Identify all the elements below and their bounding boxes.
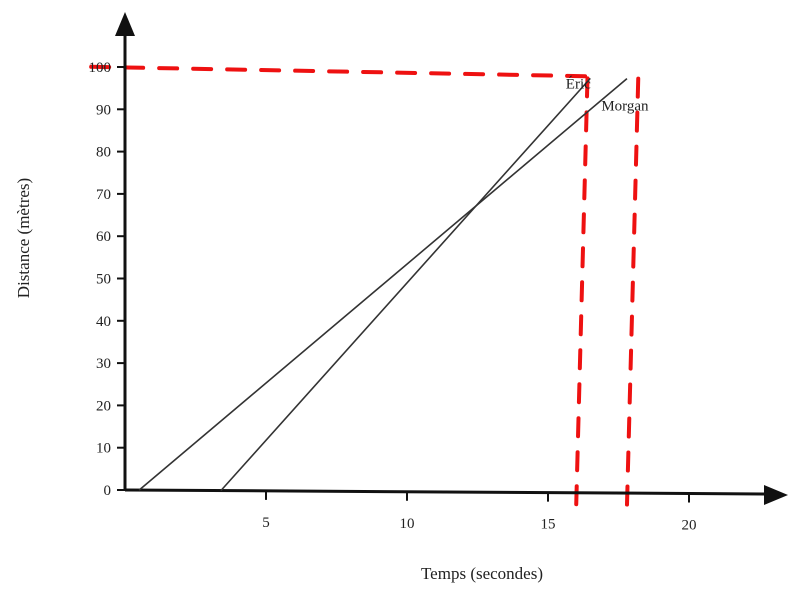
x-axis-arrow-icon	[764, 485, 788, 505]
y-tick-label: 10	[96, 441, 111, 457]
y-tick-label: 30	[96, 356, 111, 372]
series-label-eric: Éric	[566, 75, 591, 92]
y-tick-label: 60	[96, 229, 111, 245]
y-tick-label: 90	[96, 102, 111, 118]
x-axis-line	[124, 488, 769, 496]
x-tick-label: 20	[682, 518, 697, 534]
y-axis-arrow-icon	[115, 12, 135, 36]
x-tick-label: 10	[400, 516, 415, 532]
series-lines: Éric Morgan	[138, 75, 649, 492]
x-tick-label: 15	[541, 517, 556, 533]
red-annotations	[89, 64, 641, 508]
y-tick-label: 40	[96, 314, 111, 330]
annotation-dashed-vertical	[574, 76, 590, 508]
y-axis-label: Distance (mètres)	[14, 178, 33, 298]
ticks: 0 10 20 30 40 50 60 70 80 90 100 5 10 15 20	[89, 60, 697, 534]
x-tick-label: 5	[262, 515, 270, 531]
y-tick-label: 50	[96, 272, 111, 288]
series-line-morgan	[138, 77, 628, 491]
axes	[115, 12, 788, 505]
series-label-morgan: Morgan	[601, 99, 649, 115]
y-tick-label: 20	[96, 398, 111, 414]
y-tick-label: 0	[104, 483, 112, 499]
y-tick-label: 80	[96, 145, 111, 161]
x-axis-label: Temps (secondes)	[421, 564, 543, 583]
series-line-eric	[220, 77, 591, 492]
y-tick-label: 70	[96, 187, 111, 203]
annotation-dashed-horizontal	[89, 64, 590, 79]
y-tick-label: 100	[89, 60, 112, 76]
annotation-dashed-vertical	[624, 76, 641, 508]
